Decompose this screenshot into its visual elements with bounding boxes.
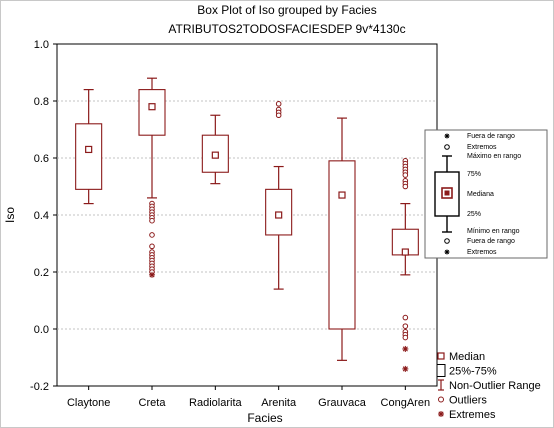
box-key-inset: Fuera de rango Extremos Máximo en rango 75%…	[424, 129, 548, 259]
legend-label: 25%-75%	[449, 366, 497, 378]
legend-label: Non-Outlier Range	[449, 380, 541, 392]
extreme-star-stroke	[402, 346, 408, 352]
legend-box-symbol	[436, 364, 446, 377]
key-extreme-bottom	[444, 249, 450, 255]
extreme-star-stroke	[149, 272, 155, 278]
x-tick-label: Claytone	[67, 397, 110, 409]
x-tick-label: Arenita	[261, 397, 297, 409]
legend-item-4: Extremes	[438, 409, 496, 421]
y-tick-label: 1.0	[34, 39, 49, 51]
key-label: Mínimo en rango	[467, 228, 520, 235]
median-marker	[275, 211, 283, 219]
median-marker	[85, 145, 93, 154]
key-label: Extremos	[467, 249, 497, 256]
extreme-point	[149, 271, 155, 278]
y-tick-label: 0.4	[34, 210, 49, 222]
legend-item-0: Median	[437, 351, 485, 363]
key-label: 25%	[467, 211, 481, 218]
outlier-point	[402, 172, 409, 178]
chart-subtitle: ATRIBUTOS2TODOSFACIESDEP 9v*4130c	[168, 22, 405, 36]
chart-title: Box Plot of Iso grouped by Facies	[197, 3, 376, 17]
legend-item-2: Non-Outlier Range	[438, 379, 541, 392]
outlier-point	[149, 243, 155, 250]
y-tick-label: 0.2	[34, 267, 49, 279]
median-marker	[211, 151, 219, 159]
extreme-star-stroke	[402, 366, 408, 372]
iqr-box	[75, 123, 103, 190]
box-group-claytone: Claytone	[67, 88, 110, 409]
iqr-box	[328, 160, 356, 330]
key-label: Fuera de rango	[467, 238, 515, 245]
legend-label: Extremes	[449, 409, 496, 421]
box-group-arenita: Arenita	[261, 101, 297, 409]
y-tick-label: 0.0	[34, 324, 49, 336]
iqr-box	[265, 188, 293, 236]
box-group-radiolarita: Radiolarita	[189, 114, 243, 409]
plot-area: -0.2 0.0 0.2 0.4 0.6 0.8 1.0 Claytone Creta Radio…	[30, 39, 438, 409]
legend-median-symbol	[437, 352, 445, 360]
extreme-point	[402, 365, 409, 372]
box-group-grauvaca: Grauvaca	[318, 117, 367, 409]
x-axis-label: Facies	[247, 411, 282, 425]
outlier-point	[402, 314, 409, 321]
key-outlier-top	[444, 144, 450, 150]
key-label: Fuera de rango	[467, 133, 515, 140]
outlier-point	[275, 101, 282, 107]
legend-extreme-symbol	[438, 411, 444, 417]
x-tick-label: CongAren	[381, 397, 431, 409]
outlier-point	[402, 323, 409, 329]
key-outlier-bottom	[444, 238, 450, 244]
extreme-point	[402, 345, 409, 352]
key-label: Extremos	[467, 144, 497, 151]
y-axis-label: Iso	[3, 207, 17, 223]
legend-item-3: Outliers	[438, 395, 487, 407]
legend-label: Outliers	[449, 395, 487, 407]
key-median-inner	[444, 190, 450, 196]
outlier-point	[149, 217, 155, 224]
outlier-point	[402, 334, 409, 341]
box-group-creta: Creta	[138, 77, 167, 409]
outlier-point	[402, 183, 409, 190]
median-marker	[148, 103, 156, 111]
key-label: 75%	[467, 171, 481, 178]
outlier-point	[275, 112, 282, 119]
y-tick-label: 0.6	[34, 153, 49, 165]
box-group-congaren: CongAren	[381, 158, 431, 409]
median-marker	[338, 191, 346, 199]
legend-extreme-stroke	[438, 411, 444, 417]
key-extreme-top	[444, 133, 450, 139]
median-marker	[401, 248, 409, 256]
legend: Median 25%-75% Non-Outlier Range Outliers Ex…	[436, 351, 541, 421]
x-tick-label: Grauvaca	[318, 397, 367, 409]
iqr-box	[138, 89, 166, 136]
y-tick-label: 0.8	[34, 96, 49, 108]
key-label: Mediana	[467, 191, 494, 198]
legend-label: Median	[449, 351, 485, 363]
y-tick-label: -0.2	[30, 381, 49, 393]
outlier-point	[149, 232, 155, 238]
key-label: Máximo en rango	[467, 153, 521, 160]
key-star-stroke	[444, 133, 450, 139]
x-tick-label: Radiolarita	[189, 397, 242, 409]
x-tick-label: Creta	[139, 397, 167, 409]
legend-outlier-symbol	[438, 396, 444, 403]
key-star-stroke	[444, 249, 450, 255]
legend-item-1: 25%-75%	[436, 364, 497, 378]
